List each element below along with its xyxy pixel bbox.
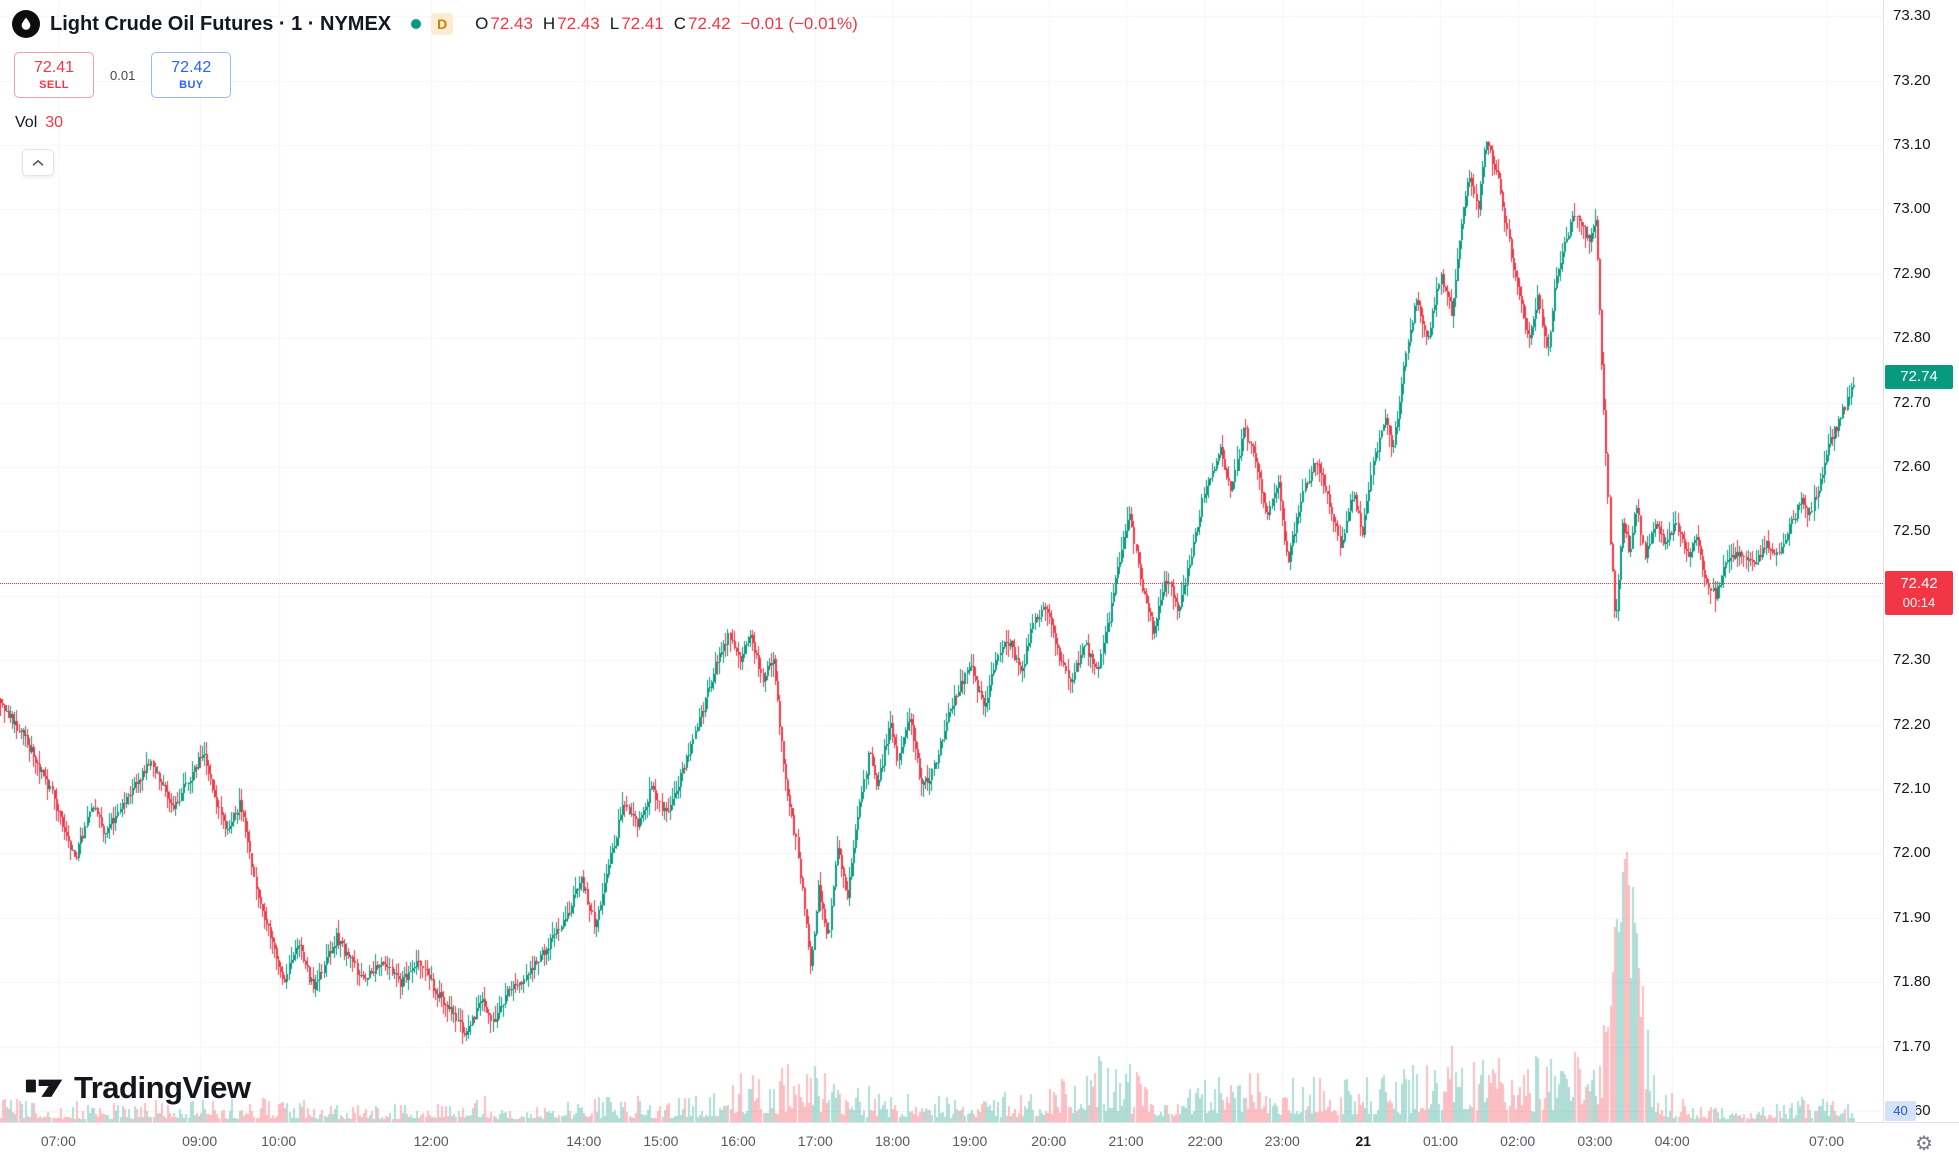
time-axis-label: 19:00 [952,1133,988,1149]
volume-indicator-label: Vol [15,114,38,131]
time-axis-label: 07:00 [40,1133,76,1149]
price-axis-label: 72.00 [1893,844,1931,862]
settings-gear-icon[interactable]: ⚙ [1915,1131,1933,1155]
market-status-dot[interactable] [411,19,422,29]
price-axis-label: 72.60 [1893,457,1931,475]
time-axis-label: 03:00 [1577,1133,1613,1149]
ohlc-low: L 72.41 [609,14,664,33]
time-axis-label: 02:00 [1500,1133,1536,1149]
price-axis[interactable]: 40 72.74 72.42 00:14 73.30 73.20 73.10 73.0… [1883,0,1959,1122]
price-axis-label: 71.70 [1893,1037,1931,1055]
time-axis-label: 12:00 [413,1133,449,1149]
price-axis-label: 72.50 [1893,522,1931,540]
time-axis-label: 01:00 [1422,1133,1459,1149]
time-axis-label: 18:00 [875,1133,911,1149]
price-axis-label: 72.70 [1893,393,1931,411]
price-axis-label: 71.80 [1893,973,1931,991]
time-axis-label: 22:00 [1187,1133,1223,1149]
time-axis-label: 09:00 [182,1133,218,1149]
price-axis-label: 73.10 [1893,135,1931,153]
price-axis-label: 72.30 [1893,651,1931,669]
price-axis-label: 72.90 [1893,264,1931,282]
last-price-badge: 72.74 [1885,365,1953,389]
time-axis-label: 21 [1355,1133,1372,1149]
time-axis-label: 20:00 [1031,1133,1067,1149]
candlestick-chart-canvas[interactable] [0,0,1883,1122]
tradingview-logo-icon [25,1072,65,1105]
price-axis-label: 73.30 [1893,7,1931,25]
price-axis-label: 72.10 [1893,779,1931,797]
ohlc-change: −0.01 (−0.01%) [740,14,858,33]
price-axis-label: 72.20 [1893,715,1931,733]
symbol-title[interactable]: Light Crude Oil Futures · 1 · NYMEX [50,12,392,35]
sell-price: 72.41 [33,59,75,76]
time-axis-label: 07:00 [1808,1133,1845,1149]
time-axis-label: 04:00 [1654,1133,1690,1149]
time-axis-label: 23:00 [1264,1133,1300,1149]
ohlc-values: O 72.43 H 72.43 L 72.41 C 72.42 −0.01 (−0.01… [475,14,858,34]
time-axis-label: 17:00 [797,1133,833,1149]
buy-price: 72.42 [171,59,212,76]
delayed-data-badge[interactable]: D [431,13,454,35]
trade-panel: 72.41 SELL 0.01 72.42 BUY [14,52,232,98]
ohlc-close: C 72.42 [673,14,731,33]
chevron-up-icon [32,154,44,172]
bar-countdown-timer: 00:14 [1902,595,1936,610]
price-axis-label: 73.00 [1893,200,1931,218]
oil-drop-logo-icon[interactable] [12,10,40,38]
volume-indicator-value: 30 [45,114,64,131]
time-axis[interactable]: ⚙ 07:00 09:00 10:00 12:00 14:00 15:00 16:00 17:… [0,1122,1959,1167]
countdown-price-badge: 72.42 00:14 [1885,571,1953,615]
time-axis-label: 14:00 [566,1133,602,1149]
ohlc-open: O 72.43 [475,14,533,33]
price-axis-label: 73.20 [1893,71,1931,89]
time-axis-label: 10:00 [261,1133,297,1149]
price-axis-label: 72.80 [1893,329,1931,347]
watermark-text: TradingView [74,1070,251,1105]
ohlc-high: H 72.43 [542,14,600,33]
buy-button[interactable]: 72.42 BUY [151,52,232,98]
sell-button[interactable]: 72.41 SELL [14,52,94,98]
tradingview-watermark[interactable]: TradingView [25,1070,251,1106]
countdown-price-value: 72.42 [1900,575,1938,592]
volume-axis-badge: 40 [1885,1101,1916,1121]
time-axis-label: 16:00 [720,1133,756,1149]
collapse-panel-button[interactable] [22,149,54,176]
time-axis-label: 21:00 [1108,1133,1144,1149]
spread-value: 0.01 [110,67,136,83]
volume-indicator-row[interactable]: Vol 30 [15,114,63,132]
time-axis-label: 15:00 [643,1133,679,1149]
price-axis-label: 71.90 [1893,908,1931,926]
